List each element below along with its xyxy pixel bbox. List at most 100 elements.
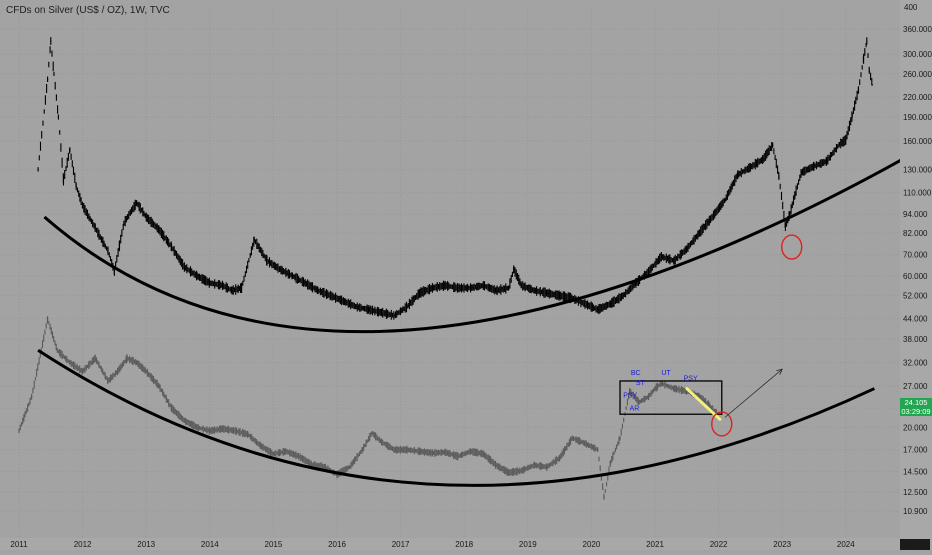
- data-point: [266, 260, 268, 262]
- data-point: [866, 40, 868, 42]
- data-point: [784, 225, 786, 227]
- data-point: [845, 139, 847, 141]
- time-tick-label: 2014: [201, 540, 219, 549]
- data-point: [800, 171, 802, 174]
- data-point: [778, 176, 780, 178]
- data-point: [520, 284, 523, 287]
- data-point: [826, 160, 828, 162]
- data-point: [711, 216, 713, 218]
- data-point: [279, 268, 281, 270]
- data-point: [648, 270, 650, 273]
- price-tick-label: 52.000: [903, 292, 928, 301]
- data-point: [260, 445, 262, 447]
- time-tick-label: 2020: [583, 540, 601, 549]
- price-tick-label: 70.000: [903, 251, 928, 260]
- data-point: [53, 73, 55, 75]
- data-point: [609, 303, 612, 305]
- data-point: [145, 370, 147, 373]
- marker-circle: [711, 411, 733, 437]
- time-tick-label: 2022: [710, 540, 728, 549]
- data-point: [221, 284, 224, 287]
- data-point: [871, 84, 874, 86]
- price-tick-label: 220.000: [903, 93, 932, 102]
- price-tick-label: 360.000: [903, 25, 932, 34]
- data-point: [221, 428, 224, 430]
- bar-countdown: 03:29:09: [901, 407, 931, 416]
- price-tick-label: 17.000: [903, 446, 928, 455]
- data-point: [559, 295, 561, 297]
- wyckoff-label: ST: [636, 380, 646, 387]
- time-tick-label: 2024: [837, 540, 855, 549]
- data-point: [508, 472, 510, 474]
- last-price-value: 24.105: [904, 398, 928, 407]
- data-point: [609, 461, 612, 464]
- data-point: [342, 300, 344, 302]
- data-point: [118, 244, 121, 246]
- data-point: [838, 143, 841, 145]
- price-tick-label: 10.900: [903, 507, 928, 516]
- data-point: [380, 441, 383, 443]
- data-point: [419, 450, 421, 452]
- price-tick-label: 190.000: [903, 113, 932, 122]
- time-tick-label: 2017: [392, 540, 410, 549]
- data-point: [82, 370, 84, 373]
- data-point: [863, 58, 865, 60]
- data-point: [47, 78, 49, 80]
- price-tick-label: 27.000: [903, 382, 928, 391]
- data-point: [380, 311, 383, 314]
- time-tick-label: 2016: [328, 540, 346, 549]
- price-tick-label: 38.000: [903, 335, 928, 344]
- data-point: [69, 361, 71, 364]
- data-point: [654, 387, 656, 390]
- grid-layer: [0, 8, 900, 538]
- data-point: [50, 40, 52, 42]
- data-point: [597, 308, 599, 311]
- data-point: [571, 297, 573, 299]
- data-point: [272, 453, 274, 455]
- data-point: [323, 466, 325, 468]
- data-point: [56, 349, 58, 351]
- time-tick-label: 2018: [455, 540, 473, 549]
- lower-trend-curve: [37, 348, 876, 487]
- data-point: [247, 433, 249, 436]
- time-tick-label: 2019: [519, 540, 537, 549]
- data-point: [196, 275, 198, 277]
- data-point: [584, 442, 586, 445]
- chart-title: CFDs on Silver (US$ / OZ), 1W, TVC: [6, 5, 170, 16]
- price-tick-label: 20.000: [903, 423, 928, 432]
- data-point: [406, 306, 408, 308]
- data-point: [158, 228, 160, 231]
- data-point: [419, 292, 421, 294]
- data-point: [520, 470, 523, 472]
- data-point: [584, 303, 586, 305]
- data-point: [145, 216, 147, 218]
- price-tick-label: 32.000: [903, 359, 928, 368]
- data-point: [94, 227, 96, 229]
- data-point: [234, 430, 236, 432]
- data-point: [285, 450, 287, 452]
- data-point: [571, 437, 573, 439]
- price-axis[interactable]: 40010.90012.50014.50017.00020.00023.0002…: [900, 0, 932, 550]
- data-point: [513, 268, 515, 270]
- data-point: [196, 426, 198, 428]
- time-tick-label: 2011: [10, 540, 28, 549]
- data-point: [355, 306, 357, 308]
- time-tick-label: 2015: [265, 540, 283, 549]
- data-point: [31, 395, 33, 398]
- data-point: [597, 449, 599, 451]
- price-tick-label: 12.500: [903, 488, 928, 497]
- data-point: [698, 232, 701, 234]
- upper-trend-curve: [43, 155, 907, 334]
- data-point: [469, 287, 472, 289]
- data-point: [113, 270, 115, 273]
- data-point: [533, 289, 535, 292]
- time-tick-label: 2021: [646, 540, 664, 549]
- trading-range-box: [619, 380, 723, 415]
- data-point: [171, 246, 173, 248]
- time-axis[interactable]: 2011 2012 2013 2014 2015 2016 2017 2018 2019 2020…: [0, 538, 932, 550]
- data-point: [673, 387, 675, 390]
- data-point: [406, 449, 408, 451]
- data-point: [209, 282, 211, 284]
